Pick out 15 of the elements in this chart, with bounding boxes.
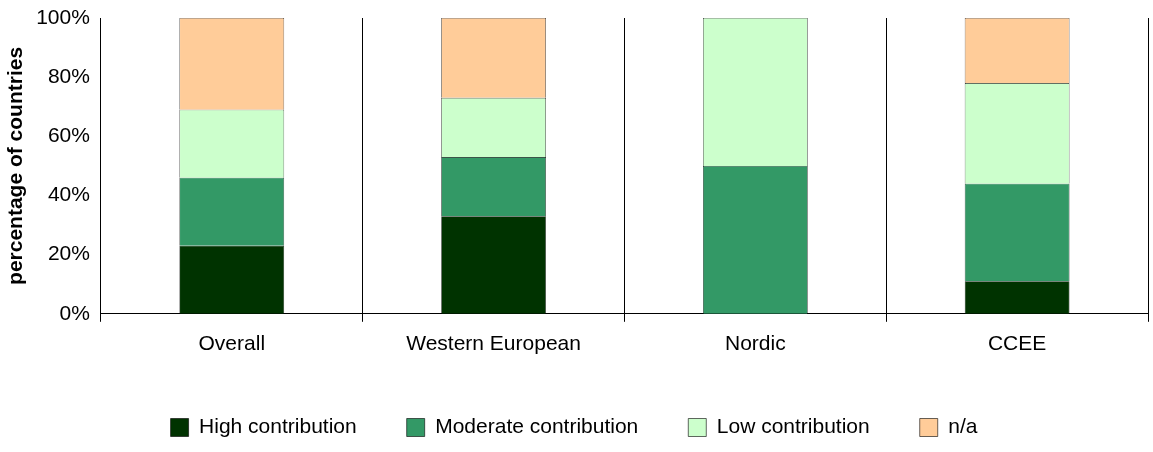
y-tick-label: 60%: [47, 123, 90, 147]
legend-label: n/a: [948, 414, 978, 438]
y-tick-label: 80%: [47, 63, 90, 87]
y-tick-label: 20%: [47, 241, 90, 265]
x-tick-label: Nordic: [725, 331, 786, 355]
legend-label: Low contribution: [716, 414, 870, 438]
legend-label: High contribution: [199, 414, 357, 438]
y-axis-title: percentage of countries: [3, 46, 27, 285]
x-tick-label: Overall: [198, 331, 266, 355]
y-tick-label: 100%: [36, 4, 90, 28]
x-tick-label: CCEE: [987, 331, 1047, 355]
y-tick-label: 0%: [59, 300, 90, 324]
x-tick-label: Western European: [406, 331, 581, 355]
y-tick-label: 40%: [47, 182, 90, 206]
legend-label: Moderate contribution: [435, 414, 639, 438]
